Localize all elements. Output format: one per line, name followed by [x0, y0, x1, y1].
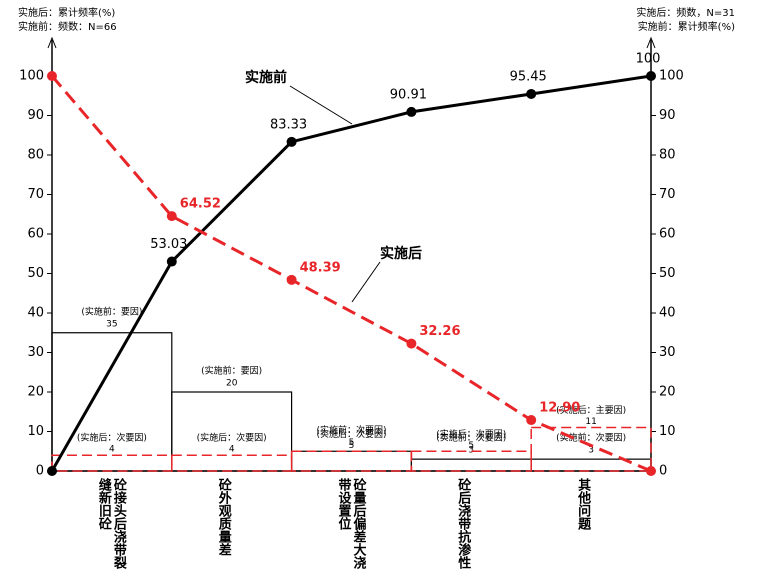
- y-tick-label: 90: [27, 108, 44, 123]
- bar-value-label: 5: [468, 441, 474, 451]
- bar: [171, 454, 293, 472]
- line: [50, 74, 652, 472]
- arrow: [47, 36, 57, 49]
- bar-note: (实施前：要因): [81, 305, 142, 317]
- point-label: 95.45: [510, 69, 547, 84]
- bar-value-label: 5: [349, 438, 355, 448]
- bar: [290, 450, 413, 472]
- bar-value-label: 35: [106, 319, 117, 329]
- y2-tick-label: 60: [659, 227, 676, 242]
- leader: [289, 85, 353, 125]
- point: [286, 136, 297, 147]
- point-label: 90.91: [390, 87, 427, 102]
- y-tick-label: 80: [27, 148, 44, 163]
- bar-value-label: 4: [229, 445, 235, 455]
- point: [286, 274, 297, 285]
- series-annotation: 实施前: [245, 69, 287, 86]
- bar-note: (实施后：次要因): [436, 428, 506, 440]
- point-label: 12.90: [539, 401, 580, 416]
- point: [47, 71, 57, 81]
- y2-tick-label: 70: [659, 187, 676, 202]
- bar: [171, 391, 293, 472]
- x-tick-label: 砼外观质量差: [215, 478, 231, 556]
- bar-value-label: 4: [109, 445, 115, 455]
- point: [406, 338, 417, 349]
- y-tick-label: 60: [27, 227, 44, 242]
- bar: [530, 426, 652, 472]
- line: [50, 75, 652, 473]
- point: [47, 466, 57, 476]
- point-label: 100: [636, 52, 661, 67]
- y-tick-label: 20: [27, 385, 44, 400]
- point-label: 64.52: [180, 197, 221, 212]
- point-label: 53.03: [150, 237, 187, 252]
- bar-note: (实施后：次要因): [197, 432, 267, 444]
- point: [526, 415, 537, 426]
- x-tick-label: 砼后浇带抗渗性: [455, 478, 471, 569]
- y2-tick-label: 0: [659, 464, 667, 479]
- x-tick-label: 其他问题: [575, 478, 591, 530]
- y2-tick-label: 50: [659, 266, 676, 281]
- leader: [351, 261, 381, 303]
- y2-tick-label: 20: [659, 385, 676, 400]
- point: [166, 256, 177, 267]
- bar: [51, 454, 173, 472]
- bar: [530, 458, 652, 472]
- point-label: 83.33: [270, 117, 307, 132]
- bar: [291, 450, 413, 472]
- y-tick-label: 40: [27, 306, 44, 321]
- y-label-line: 实施前：频数：N=66: [18, 20, 117, 33]
- bar-note: (实施后：次要因): [77, 432, 147, 444]
- point: [406, 106, 417, 117]
- bar-value-label: 3: [588, 446, 594, 456]
- point: [646, 71, 656, 81]
- x-tick-label: 砼接头后浇带裂缝新旧砼: [95, 478, 126, 569]
- y-tick-label: 50: [27, 266, 44, 281]
- y-tick-label: 30: [27, 345, 44, 360]
- y2-tick-label: 30: [659, 345, 676, 360]
- point: [166, 211, 177, 222]
- bar: [410, 458, 532, 472]
- y2-tick-label: 10: [659, 424, 676, 439]
- bar-note: (实施前：要因): [201, 365, 262, 377]
- bar-note: (实施后：次要因): [316, 428, 386, 440]
- bar-value-label: 5: [349, 441, 355, 451]
- bar-value-label: 11: [585, 417, 596, 427]
- y-tick-label: 100: [19, 69, 44, 84]
- x-tick-label: 砼量后偏差大浇带设置位: [335, 478, 366, 569]
- bar-note: (实施前：次要因): [316, 424, 386, 436]
- arrow: [646, 36, 656, 49]
- bar-note: (实施前：次要因): [436, 432, 506, 444]
- y2-tick-label: 40: [659, 306, 676, 321]
- y2-tick-label: 80: [659, 148, 676, 163]
- point: [646, 466, 656, 476]
- point-label: 32.26: [419, 324, 460, 339]
- bar-value-label: 20: [226, 379, 238, 389]
- y2-label-line: 实施前：累计频率(%): [638, 20, 735, 33]
- series-annotation: 实施后: [380, 245, 422, 262]
- y-tick-label: 0: [36, 464, 44, 479]
- bar-note: (实施前：次要因): [556, 432, 626, 444]
- bar-value-label: 3: [468, 446, 474, 456]
- bar-note: (实施后：主要因): [556, 404, 626, 416]
- y-tick-label: 10: [27, 424, 44, 439]
- y-tick-label: 70: [27, 187, 44, 202]
- point: [526, 88, 537, 99]
- y-label-line: 实施后：累计频率(%): [18, 6, 115, 19]
- y2-tick-label: 90: [659, 108, 676, 123]
- y2-label-line: 实施后：频数，N=31: [636, 6, 735, 19]
- y2-tick-label: 100: [659, 69, 684, 84]
- point-label: 48.39: [300, 260, 341, 275]
